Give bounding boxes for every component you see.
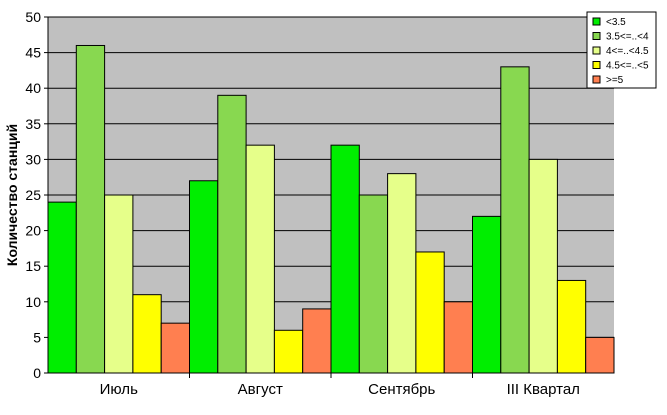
bar [500, 66, 530, 374]
bar [75, 44, 106, 374]
bar [528, 158, 558, 374]
bar [217, 94, 247, 374]
y-tick-label: 20 [25, 223, 41, 239]
bar [160, 322, 190, 374]
y-tick-label: 5 [33, 329, 41, 345]
y-tick-label: 45 [25, 45, 41, 61]
y-ticks: 0 5 10 15 20 25 30 35 40 45 50 [25, 9, 48, 381]
y-tick-label: 15 [25, 258, 41, 274]
bar [47, 201, 77, 374]
bar [104, 194, 134, 374]
legend-label: <3.5 [606, 17, 626, 28]
bar [132, 294, 162, 374]
bar [358, 194, 389, 374]
legend-swatch [592, 46, 601, 55]
bar [556, 279, 587, 374]
legend-swatch [592, 61, 601, 69]
bar [189, 180, 219, 374]
bar [585, 336, 615, 374]
legend-swatch [592, 17, 601, 26]
y-tick-label: 30 [25, 151, 41, 167]
bar [443, 301, 474, 374]
y-tick-label: 50 [25, 9, 41, 25]
y-tick-label: 0 [33, 365, 41, 381]
bar [330, 144, 360, 374]
legend-label: 4<=..<4.5 [606, 46, 649, 57]
bar [415, 251, 445, 374]
bar [273, 329, 304, 374]
y-axis-title: Количество станций [4, 124, 20, 266]
legend-label: >=5 [606, 75, 624, 86]
legend-swatch [592, 32, 601, 40]
legend-swatch [592, 75, 601, 84]
y-tick-label: 10 [25, 294, 41, 310]
x-tick-label: Сентябрь [368, 381, 435, 398]
bar [302, 308, 332, 374]
x-tick-label: Август [238, 381, 283, 398]
y-tick-label: 40 [25, 80, 41, 96]
legend-label: 4.5<=..<5 [606, 61, 649, 72]
x-tick-label: Июль [100, 381, 138, 398]
x-labels: Июль Август Сентябрь III Квартал [100, 373, 580, 398]
legend: <3.5 3.5<=..<4 4<=..<4.5 4.5<=..<5 >=5 [586, 11, 657, 89]
y-tick-label: 25 [25, 187, 41, 203]
legend-label: 3.5<=..<4 [606, 32, 649, 43]
bar [245, 144, 275, 374]
y-tick-label: 35 [25, 116, 41, 132]
bar [472, 215, 502, 374]
bars [47, 44, 615, 374]
x-tick-label: III Квартал [507, 381, 580, 398]
bar [387, 173, 417, 374]
